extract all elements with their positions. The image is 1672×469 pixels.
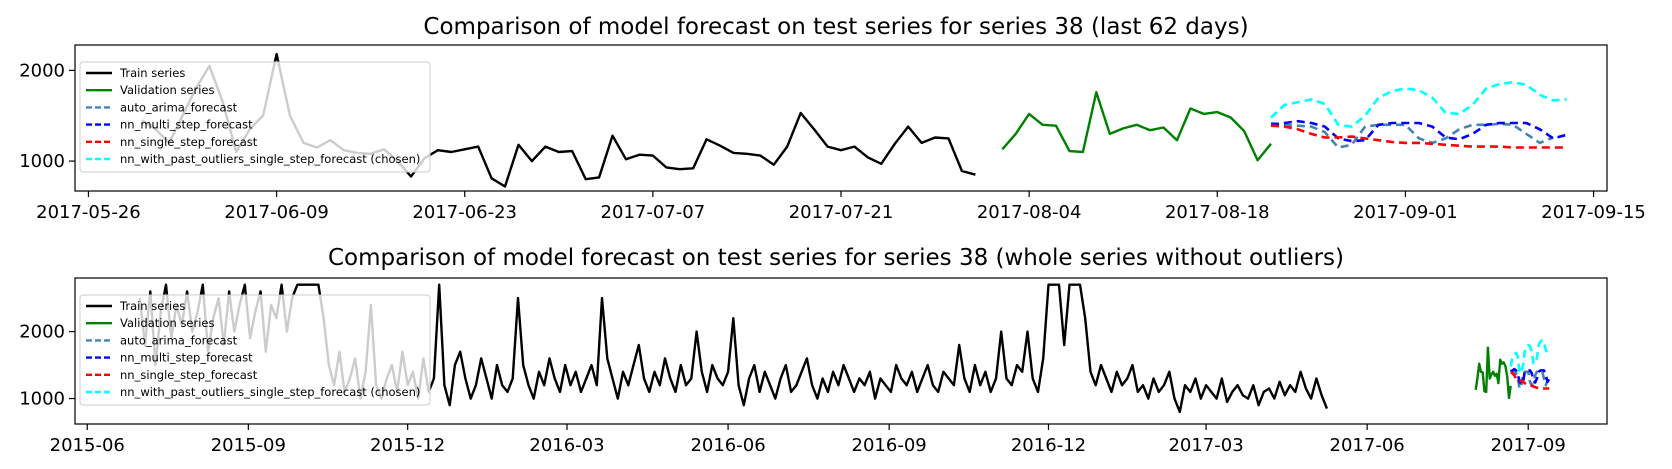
x-tick-label: 2017-05-26 (36, 202, 141, 223)
x-tick-label: 2015-12 (370, 435, 445, 456)
chart-whole-series: Comparison of model forecast on test ser… (19, 245, 1608, 456)
chart-title: Comparison of model forecast on test ser… (328, 245, 1344, 271)
series-line-validation (1474, 346, 1512, 400)
x-tick-label: 2017-09-15 (1541, 202, 1646, 223)
x-tick-label: 2017-08-18 (1165, 202, 1270, 223)
legend-label: Validation series (120, 83, 215, 97)
series-line-nn-single (1270, 124, 1567, 149)
x-tick-label: 2017-09 (1491, 435, 1566, 456)
series-line-nn-multi (1509, 367, 1551, 386)
series-line-auto-arima (1509, 369, 1549, 390)
series-line-nn-outliers (1270, 80, 1567, 128)
x-tick-label: 2017-06-09 (224, 202, 329, 223)
ticks-layer: 2017-05-26 2017-06-09 2017-06-23 2017-07-07… (19, 60, 1646, 223)
y-tick-label: 1000 (19, 151, 65, 172)
x-tick-label: 2016-09 (852, 435, 927, 456)
chart-title: Comparison of model forecast on test ser… (423, 14, 1248, 40)
legend-label: Validation series (120, 316, 215, 330)
x-tick-label: 2017-07-07 (601, 202, 706, 223)
legend-label: Train series (119, 299, 185, 313)
x-tick-label: 2015-09 (211, 435, 286, 456)
legend: Train series Validation series auto_arima_… (79, 61, 431, 173)
x-tick-label: 2016-12 (1011, 435, 1086, 456)
legend-label: auto_arima_forecast (120, 333, 238, 347)
legend-label: auto_arima_forecast (120, 100, 238, 114)
legend-label: Train series (119, 66, 185, 80)
x-tick-label: 2016-06 (690, 435, 765, 456)
x-tick-label: 2017-03 (1168, 435, 1243, 456)
chart-last-62-days: Comparison of model forecast on test ser… (19, 14, 1646, 223)
legend-label: nn_single_step_forecast (120, 135, 258, 149)
legend-label: nn_multi_step_forecast (120, 118, 253, 132)
x-tick-label: 2015-06 (50, 435, 125, 456)
legend-label: nn_with_past_outliers_single_step_foreca… (120, 152, 420, 166)
series-line-validation (1001, 90, 1272, 162)
legend-label: nn_single_step_forecast (120, 368, 258, 382)
y-tick-label: 1000 (19, 389, 65, 410)
legend-box (79, 61, 431, 173)
series-line-nn-multi (1270, 119, 1568, 143)
x-tick-label: 2016-03 (529, 435, 604, 456)
legend-label: nn_with_past_outliers_single_step_foreca… (120, 385, 420, 399)
x-tick-label: 2017-06 (1330, 435, 1405, 456)
y-tick-label: 2000 (19, 60, 65, 81)
series-line-auto-arima (1270, 121, 1554, 149)
plot-area (74, 277, 1608, 425)
x-tick-label: 2017-07-21 (789, 202, 894, 223)
x-tick-label: 2017-08-04 (977, 202, 1082, 223)
y-tick-label: 2000 (19, 322, 65, 343)
ticks-layer: 2015-06 2015-09 2015-12 2016-03 2016-06 2016-… (19, 322, 1566, 456)
legend: Train series Validation series auto_arima_… (79, 294, 431, 406)
legend-box (79, 294, 431, 406)
series-line-nn-outliers (1509, 338, 1550, 375)
x-tick-label: 2017-09-01 (1353, 202, 1458, 223)
x-tick-label: 2017-06-23 (412, 202, 517, 223)
legend-label: nn_multi_step_forecast (120, 351, 253, 365)
